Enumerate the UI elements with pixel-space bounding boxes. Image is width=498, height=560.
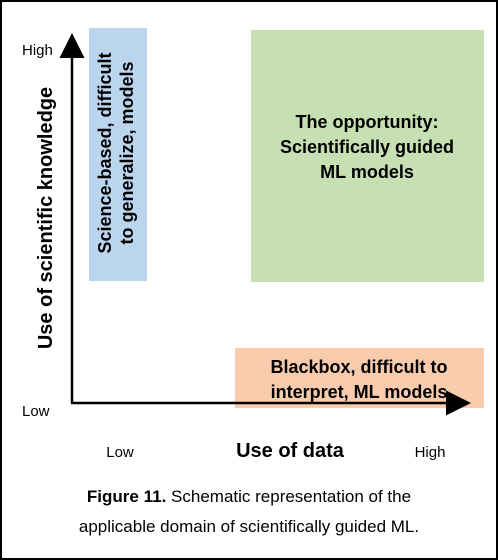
y-label: Use of scientific knowledge [35, 87, 57, 349]
x-low: Low [106, 444, 134, 461]
opportunity-box [251, 30, 484, 282]
x-high: High [415, 444, 446, 461]
box-text: interpret, ML models [271, 382, 448, 402]
science-box [89, 28, 147, 281]
x-label: Use of data [236, 440, 345, 462]
box-text: Science-based, difficult [95, 52, 115, 253]
blackbox-box [235, 348, 484, 408]
box-text: Blackbox, difficult to [270, 357, 447, 377]
box-text: Scientifically guided [280, 137, 454, 157]
caption-label: Figure 11. [87, 487, 166, 506]
caption-line: applicable domain of scientifically guid… [79, 517, 419, 536]
caption-line: Figure 11. Schematic representation of t… [87, 487, 411, 506]
box-text: ML models [320, 162, 414, 182]
box-text: to generalize, models [117, 61, 137, 244]
y-low: Low [22, 403, 50, 420]
y-high: High [22, 42, 53, 59]
box-text: The opportunity: [296, 112, 439, 132]
caption-text: Schematic representation of the [171, 487, 411, 506]
